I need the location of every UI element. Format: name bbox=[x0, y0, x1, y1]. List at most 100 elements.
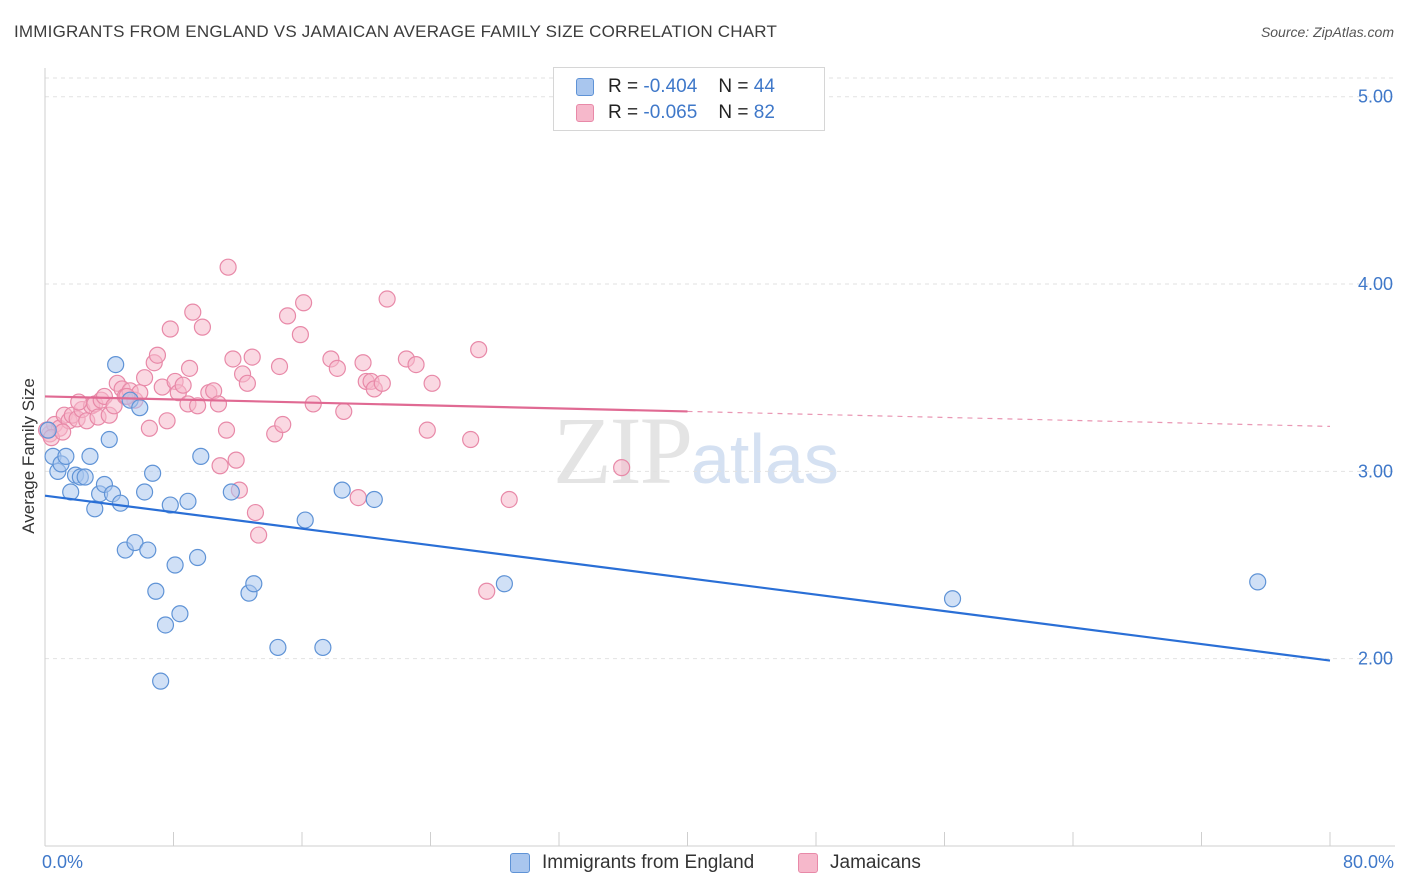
jamaicans-point bbox=[193, 318, 212, 336]
bottom-legend-england-label: Immigrants from England bbox=[542, 852, 755, 873]
legend-r-label: R = bbox=[608, 76, 639, 97]
england-swatch bbox=[510, 853, 530, 873]
england-point bbox=[39, 421, 57, 439]
jamaicans-point bbox=[219, 258, 237, 276]
jamaicans-point bbox=[161, 320, 179, 338]
jamaicans-point bbox=[184, 303, 202, 321]
jamaicans-point bbox=[354, 354, 372, 372]
england-point bbox=[135, 483, 154, 501]
england-point bbox=[192, 447, 210, 465]
y-tick-label: 3.00 bbox=[1358, 461, 1393, 481]
y-axis-title: Average Family Size bbox=[19, 378, 38, 534]
jamaicans-point bbox=[470, 341, 488, 359]
england-point bbox=[166, 556, 184, 574]
legend-r-label: R = bbox=[608, 102, 639, 123]
england-point bbox=[296, 511, 314, 529]
england-point bbox=[943, 590, 962, 608]
jamaicans-point bbox=[238, 374, 256, 392]
england-point bbox=[188, 548, 207, 567]
watermark-atlas: atlas bbox=[691, 420, 839, 498]
jamaicans-point bbox=[217, 421, 236, 439]
england-point bbox=[245, 575, 263, 593]
jamaicans-point bbox=[291, 326, 309, 344]
jamaicans-point bbox=[135, 369, 154, 387]
england-point bbox=[495, 575, 513, 593]
england-point bbox=[76, 468, 94, 486]
england-points bbox=[39, 355, 1267, 690]
legend-row-england: R = -0.404 N = 44 bbox=[576, 74, 775, 100]
x-tick-label-max: 80.0% bbox=[1342, 852, 1394, 872]
jamaicans-point bbox=[423, 374, 441, 392]
legend-n-value: 44 bbox=[753, 76, 775, 97]
england-point bbox=[171, 605, 189, 623]
england-point bbox=[111, 494, 130, 512]
england-point bbox=[156, 616, 175, 634]
england-point bbox=[57, 447, 75, 465]
jamaicans-point bbox=[148, 346, 167, 364]
england-trend-line bbox=[44, 494, 1331, 662]
england-point bbox=[144, 464, 162, 482]
trend-lines bbox=[44, 395, 1331, 662]
england-point bbox=[314, 638, 332, 657]
england-point bbox=[131, 399, 149, 417]
jamaicans-point bbox=[243, 348, 261, 366]
watermark: ZIPatlas bbox=[553, 395, 839, 506]
legend-n-value: 82 bbox=[753, 102, 775, 123]
y-tick-label: 5.00 bbox=[1358, 87, 1393, 107]
jamaicans-point bbox=[158, 412, 176, 430]
jamaicans-point bbox=[211, 457, 229, 475]
england-point bbox=[107, 355, 125, 374]
x-tick-label-min: 0.0% bbox=[42, 852, 84, 872]
bottom-legend-jamaicans-label: Jamaicans bbox=[830, 852, 921, 873]
jamaicans-point bbox=[224, 350, 242, 368]
jamaicans-point bbox=[373, 374, 391, 392]
england-point bbox=[81, 447, 99, 465]
jamaicans-point bbox=[349, 488, 367, 507]
jamaicans-point bbox=[295, 294, 313, 312]
england-point bbox=[147, 582, 165, 600]
england-point bbox=[222, 483, 240, 501]
jamaicans-point bbox=[418, 421, 436, 439]
jamaicans-point bbox=[140, 419, 159, 437]
bottom-legend-england: Immigrants from England bbox=[510, 852, 754, 874]
england-swatch bbox=[576, 78, 594, 96]
jamaicans-point bbox=[54, 423, 72, 441]
legend-n-label: N = bbox=[718, 102, 749, 123]
jamaicans-point bbox=[180, 359, 199, 377]
axes bbox=[44, 68, 1395, 847]
legend-n-label: N = bbox=[718, 76, 749, 97]
jamaicans-point bbox=[613, 459, 631, 477]
legend-r-value: -0.404 bbox=[643, 76, 698, 97]
jamaicans-point bbox=[378, 290, 396, 308]
y-tick-label: 2.00 bbox=[1358, 649, 1393, 669]
jamaicans-point bbox=[278, 307, 297, 325]
jamaicans-point bbox=[274, 415, 292, 434]
jamaicans-point bbox=[500, 490, 518, 509]
jamaicans-point bbox=[174, 376, 192, 394]
jamaicans-point bbox=[462, 430, 480, 449]
jamaicans-trend-line bbox=[44, 395, 688, 413]
jamaicans-point bbox=[304, 395, 322, 413]
jamaicans-point bbox=[407, 355, 425, 374]
england-point bbox=[139, 541, 157, 559]
england-point bbox=[333, 481, 351, 499]
jamaicans-point bbox=[478, 582, 496, 600]
jamaicans-point bbox=[335, 402, 353, 421]
jamaicans-trend-extension bbox=[687, 410, 1331, 428]
legend-r-value: -0.065 bbox=[643, 102, 698, 123]
jamaicans-point bbox=[188, 397, 207, 415]
england-point bbox=[100, 430, 118, 449]
y-tick-label: 4.00 bbox=[1358, 274, 1393, 294]
jamaicans-point bbox=[270, 357, 289, 376]
jamaicans-point bbox=[209, 395, 228, 413]
jamaicans-point bbox=[227, 451, 245, 469]
england-point bbox=[1249, 573, 1267, 591]
england-point bbox=[161, 496, 179, 514]
england-point bbox=[126, 533, 144, 552]
england-point bbox=[179, 492, 197, 510]
jamaicans-points bbox=[38, 258, 631, 600]
jamaicans-swatch bbox=[576, 104, 594, 122]
watermark-zip: ZIP bbox=[553, 397, 693, 504]
correlation-legend: R = -0.404 N = 44 R = -0.065 N = 82 bbox=[553, 67, 825, 131]
